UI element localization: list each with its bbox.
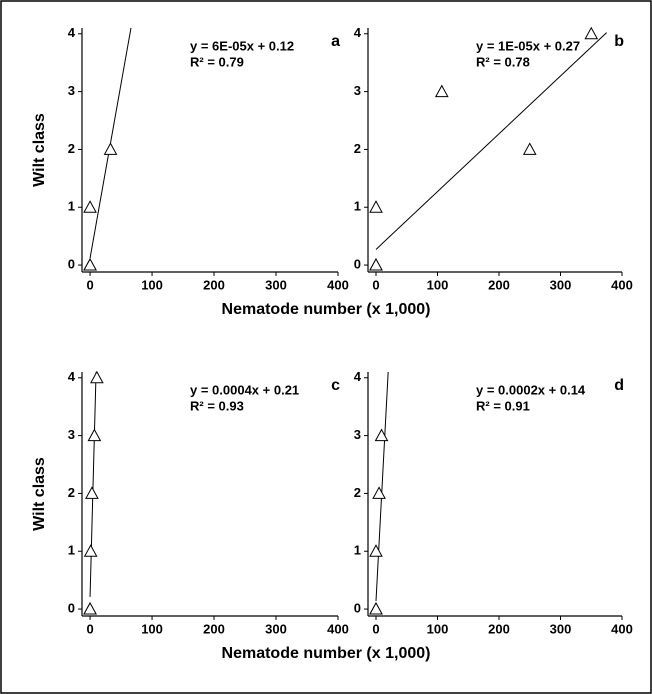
y-tick-label: 0 (354, 256, 361, 271)
y-tick-label: 3 (68, 427, 75, 442)
x-tick-label: 0 (372, 277, 379, 292)
trendline (375, 32, 607, 250)
point (369, 258, 383, 271)
x-tick-label: 200 (203, 277, 225, 292)
y-tick-label: 4 (354, 369, 362, 384)
equation: y = 1E-05x + 0.27 (476, 38, 580, 53)
equation: y = 0.0002x + 0.14 (476, 382, 586, 397)
x-axis-title: Nematode number (x 1,000) (222, 645, 431, 662)
y-tick-label: 1 (68, 199, 75, 214)
x-tick-label: 200 (488, 621, 510, 636)
y-tick-label: 3 (68, 83, 75, 98)
point (83, 258, 97, 271)
trendline (89, 371, 97, 597)
x-tick-label: 200 (488, 277, 510, 292)
y-tick-label: 1 (354, 543, 361, 558)
y-tick-label: 4 (68, 25, 76, 40)
x-tick-label: 0 (372, 621, 379, 636)
x-tick-label: 300 (550, 277, 572, 292)
y-axis-title: Wilt class (31, 113, 48, 187)
r-squared: R² = 0.91 (476, 398, 530, 413)
point (369, 200, 383, 213)
panel-label: a (331, 33, 340, 50)
point (372, 486, 386, 499)
y-tick-label: 0 (68, 600, 75, 615)
x-axis-title: Nematode number (x 1,000) (222, 301, 431, 318)
point (85, 486, 99, 499)
x-tick-label: 400 (327, 277, 349, 292)
point (83, 544, 98, 557)
x-tick-label: 300 (265, 621, 287, 636)
point (374, 428, 389, 442)
point (90, 370, 104, 384)
x-tick-label: 100 (141, 621, 163, 636)
point (103, 142, 118, 155)
x-tick-label: 400 (611, 621, 633, 636)
point (369, 544, 383, 557)
point (584, 26, 599, 40)
y-tick-label: 2 (354, 141, 361, 156)
y-tick-label: 2 (68, 485, 75, 500)
y-axis-title: Wilt class (31, 457, 48, 531)
y-tick-label: 3 (354, 83, 361, 98)
equation: y = 0.0004x + 0.21 (190, 382, 299, 397)
y-tick-label: 2 (354, 485, 361, 500)
trendline (375, 371, 389, 601)
y-tick-label: 2 (68, 141, 75, 156)
equation: y = 6E-05x + 0.12 (190, 38, 294, 53)
y-tick-label: 0 (68, 256, 75, 271)
y-tick-label: 1 (68, 543, 75, 558)
panel-label: c (331, 377, 340, 394)
x-tick-label: 100 (427, 621, 449, 636)
point (83, 200, 97, 213)
panel-label: b (614, 33, 624, 50)
y-tick-label: 4 (68, 369, 76, 384)
x-tick-label: 400 (327, 621, 349, 636)
point (87, 428, 102, 442)
point (83, 602, 97, 615)
x-tick-label: 200 (203, 621, 225, 636)
x-tick-label: 300 (550, 621, 572, 636)
x-tick-label: 400 (611, 277, 633, 292)
x-tick-label: 0 (86, 621, 93, 636)
point (522, 142, 537, 155)
y-tick-label: 0 (354, 600, 361, 615)
x-tick-label: 100 (141, 277, 163, 292)
y-tick-label: 1 (354, 199, 361, 214)
y-tick-label: 4 (354, 25, 362, 40)
x-tick-label: 100 (427, 277, 449, 292)
panel-label: d (614, 377, 624, 394)
r-squared: R² = 0.79 (190, 54, 244, 69)
r-squared: R² = 0.78 (476, 54, 530, 69)
x-tick-label: 300 (265, 277, 287, 292)
y-tick-label: 3 (354, 427, 361, 442)
point (369, 602, 383, 615)
x-tick-label: 0 (86, 277, 93, 292)
r-squared: R² = 0.93 (190, 398, 244, 413)
point (434, 84, 449, 98)
